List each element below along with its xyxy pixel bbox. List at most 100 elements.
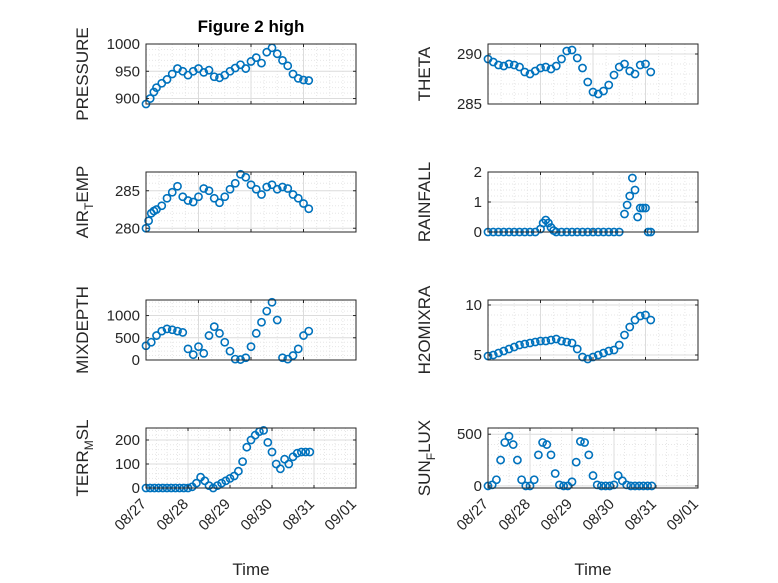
y-axis-label: PRESSURE (73, 27, 92, 121)
data-point (144, 216, 154, 226)
data-point (541, 62, 551, 72)
data-point (633, 212, 643, 222)
data-point (559, 481, 568, 491)
data-point (515, 62, 524, 72)
data-point (220, 337, 230, 347)
y-axis-label: H2OMIXRA (415, 285, 434, 374)
data-point (199, 67, 209, 77)
data-point (630, 481, 640, 491)
x-tick-label: 08/27 (453, 496, 492, 535)
data-point (504, 344, 514, 354)
data-point (283, 61, 293, 71)
data-point (293, 193, 303, 203)
data-point (278, 353, 287, 363)
data-point (225, 184, 235, 194)
data-point (191, 478, 201, 488)
y-tick-label: 280 (115, 220, 140, 237)
data-point (627, 173, 637, 183)
data-point (613, 471, 623, 480)
data-point (634, 481, 644, 491)
data-point (630, 69, 640, 79)
data-point (272, 49, 282, 59)
y-tick-label: 290 (457, 46, 482, 63)
x-tick-label: 08/29 (195, 496, 234, 535)
data-point (304, 204, 314, 214)
subplot-3: 280 285 AIRTEMP (73, 166, 357, 239)
data-point (257, 317, 266, 327)
y-axis-label: MIXDEPTH (73, 286, 92, 374)
data-point (520, 67, 530, 77)
axes-frame (145, 427, 357, 489)
data-point (499, 61, 509, 71)
data-point (267, 447, 277, 457)
data-point (199, 348, 209, 358)
series-markers (483, 45, 656, 99)
data-point (550, 469, 560, 478)
data-point (491, 475, 501, 485)
data-point (599, 348, 608, 358)
data-point (259, 425, 268, 435)
x-tick-label: 08/29 (537, 496, 576, 535)
data-point (299, 331, 308, 340)
x-tick-label: 08/31 (279, 496, 318, 535)
y-axis-label: AIRTEMP (73, 166, 96, 239)
y-tick-label: 500 (457, 426, 482, 443)
data-point (504, 59, 514, 69)
data-point (551, 61, 561, 71)
data-point (597, 481, 606, 491)
data-point (304, 326, 314, 336)
data-point (157, 326, 167, 336)
data-point (635, 60, 645, 70)
y-tick-label: 2 (474, 164, 482, 181)
data-point (625, 191, 635, 201)
grid (145, 172, 357, 232)
data-point (305, 447, 315, 457)
data-point (233, 466, 243, 476)
data-point (614, 340, 624, 350)
data-point (262, 306, 272, 316)
data-point (278, 182, 287, 192)
subplot-4: 0 1 2 RAINFALL (415, 162, 699, 242)
data-point (263, 437, 273, 447)
data-point (225, 346, 235, 356)
data-point (215, 328, 224, 338)
y-tick-label: 950 (115, 63, 140, 80)
data-point (204, 331, 214, 340)
data-point (246, 342, 256, 352)
subplot-8: 0 500 08/27 08/28 08/29 08/30 08/31 09/01 SUNFLU… (415, 420, 702, 579)
data-point (262, 47, 272, 57)
data-point (188, 350, 198, 360)
y-tick-label: 1000 (107, 36, 140, 53)
data-point (635, 311, 645, 321)
series-markers (483, 310, 656, 364)
data-point (162, 324, 172, 334)
x-axis-label: Time (232, 560, 269, 579)
y-axis-label: SUNFLUX (415, 420, 438, 496)
data-point (209, 72, 219, 82)
axes-frame (487, 427, 699, 489)
y-tick-label: 500 (115, 330, 140, 347)
data-point (188, 197, 198, 207)
data-point (508, 440, 518, 449)
data-point (620, 209, 629, 219)
data-point (251, 53, 261, 63)
y-tick-label: 10 (465, 297, 482, 314)
data-point (242, 442, 252, 452)
x-tick-label: 08/30 (237, 496, 276, 535)
data-point (209, 193, 219, 203)
data-point (251, 328, 261, 338)
data-point (538, 438, 547, 447)
data-point (583, 77, 593, 87)
y-axis-label: RAINFALL (415, 162, 434, 242)
data-point (230, 178, 240, 188)
data-point (542, 440, 552, 449)
data-point (146, 337, 156, 347)
data-point (551, 334, 561, 344)
x-tick-label: 08/28 (495, 496, 534, 535)
y-axis-label: THETA (415, 46, 434, 101)
data-point (494, 60, 503, 70)
data-point (567, 338, 577, 348)
y-tick-label: 285 (115, 183, 140, 200)
data-point (641, 203, 650, 213)
